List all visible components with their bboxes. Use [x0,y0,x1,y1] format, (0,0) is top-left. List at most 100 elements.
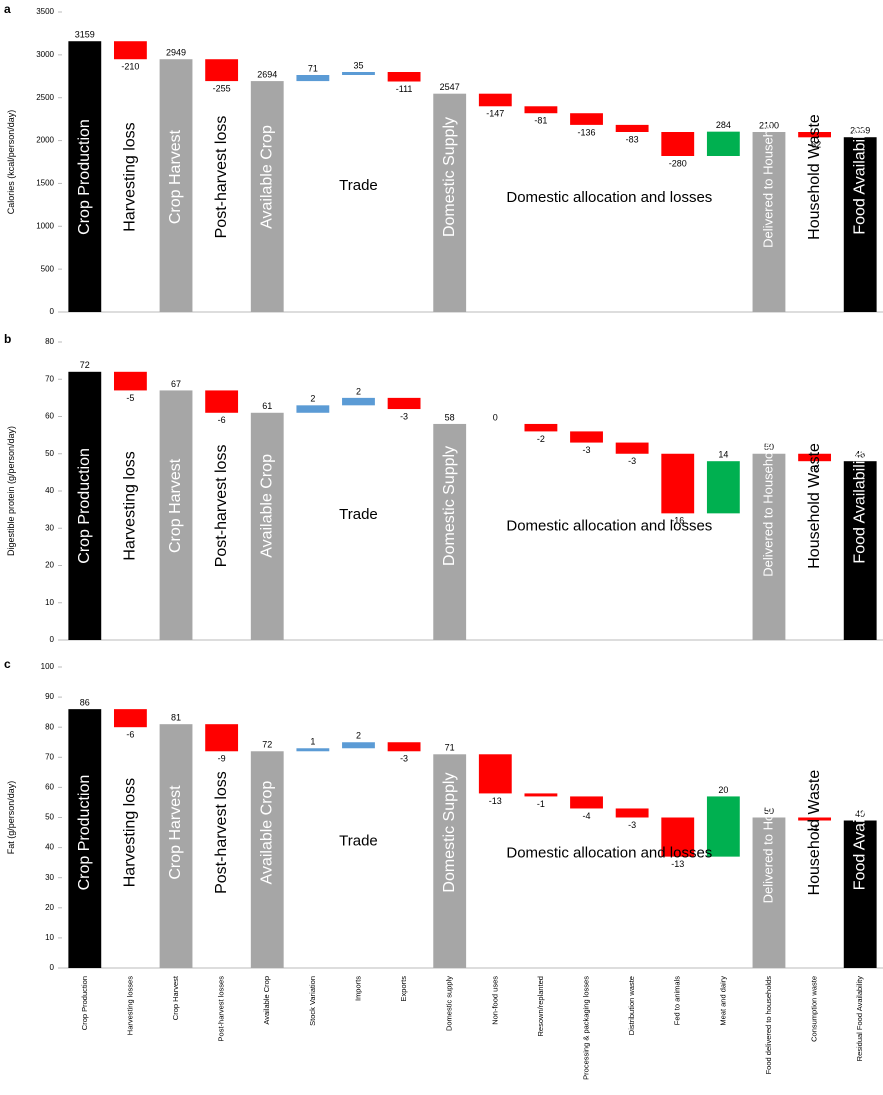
y-tick-label: 20 [45,903,54,912]
value-label: -81 [534,116,547,126]
x-tick-label: Post-harvest losses [217,976,226,1042]
group-annotation: Trade [339,177,378,194]
value-label: 2039 [850,126,870,136]
group-annotation: Domestic allocation and losses [506,845,712,862]
bar-annotation: Delivered to Households [760,106,775,248]
value-label: -3 [400,754,408,764]
x-tick-label: Harvesting losses [125,976,134,1035]
value-label: -3 [628,456,636,466]
y-tick-label: 40 [45,843,54,852]
value-label: 3159 [75,30,95,40]
bar [433,754,467,968]
bar-annotation: Food Availability [851,448,868,563]
value-label: 2694 [257,69,277,79]
y-tick-label: 70 [45,374,54,383]
bar-annotation: Crop Harvest [167,785,184,880]
value-label: -255 [213,83,231,93]
bar [798,453,832,462]
value-label: 2547 [440,82,460,92]
value-label: -5 [126,393,134,403]
bar-annotation: Household Waste [806,114,823,240]
bar [296,748,330,752]
x-tick-label: Resown/replanted [536,976,545,1036]
bar-annotation: Crop Harvest [167,129,184,224]
y-tick-label: 1000 [36,221,54,230]
value-label: -6 [218,415,226,425]
bar [68,709,102,968]
bar-annotation: Post-harvest loss [213,771,230,894]
bar [752,453,786,640]
value-label: -9 [218,754,226,764]
x-tick-label: Exports [399,976,408,1002]
y-tick-label: 70 [45,752,54,761]
value-label: 50 [764,442,774,452]
y-tick-label: 60 [45,412,54,421]
value-label: 72 [262,740,272,750]
bar [478,93,512,107]
y-tick-label: 40 [45,486,54,495]
bar-annotation: Available Crop [258,454,275,558]
bar-annotation: Crop Production [76,775,93,891]
bar-annotation: Crop Harvest [167,458,184,553]
value-label: 2949 [166,48,186,58]
bar [296,405,330,413]
y-tick-label: 2500 [36,93,54,102]
value-label: -136 [578,127,596,137]
bar [433,423,467,640]
value-label: 48 [855,450,865,460]
bar-annotation: Available Crop [258,781,275,885]
bar [250,81,284,312]
bar-annotation: Household Waste [806,770,823,896]
value-label: -13 [489,796,502,806]
bar-annotation: Available Crop [258,125,275,229]
bar [615,442,649,454]
y-tick-label: 30 [45,523,54,532]
bar [387,72,421,82]
y-tick-label: 20 [45,561,54,570]
y-tick-label: 50 [45,449,54,458]
value-label: 71 [445,743,455,753]
bar [661,453,695,514]
bar [478,754,512,794]
bar-annotation: Post-harvest loss [213,116,230,239]
bar [524,793,558,797]
bar-annotation: Food Availability [851,775,868,890]
y-tick-label: 50 [45,813,54,822]
bar [615,808,649,818]
value-label: 35 [353,60,363,70]
bar-annotation: Domestic Supply [441,117,458,237]
y-tick-label: 1500 [36,179,54,188]
bar [706,461,740,514]
y-tick-label: 60 [45,783,54,792]
x-tick-label: Fed to animals [673,976,682,1025]
value-label: 61 [262,401,272,411]
value-label: -83 [626,134,639,144]
bar-annotation: Food Availability [851,119,868,234]
bar [205,390,239,413]
value-label: -62 [808,140,821,150]
bar [752,132,786,312]
group-annotation: Domestic allocation and losses [506,518,712,535]
value-label: 49 [855,809,865,819]
bar [205,724,239,752]
bar [843,137,877,312]
y-axis-title: Calories (kcal/person/day) [6,110,16,215]
bar [250,751,284,968]
bar [342,397,375,406]
x-tick-label: Food delivered to households [764,976,773,1075]
bar-annotation: Domestic Supply [441,446,458,566]
bar [843,461,877,640]
bar [570,113,603,125]
bar [798,132,832,138]
bar [68,371,102,640]
value-label: 71 [308,63,318,73]
bar-annotation: Crop Production [76,448,93,564]
bar [387,742,421,752]
x-tick-label: Meat and dairy [718,976,727,1026]
x-tick-label: Imports [353,976,362,1001]
bar [524,423,558,432]
value-label: 86 [80,698,90,708]
x-tick-label: Residual Food Availability [855,976,864,1062]
value-label: 58 [445,412,455,422]
